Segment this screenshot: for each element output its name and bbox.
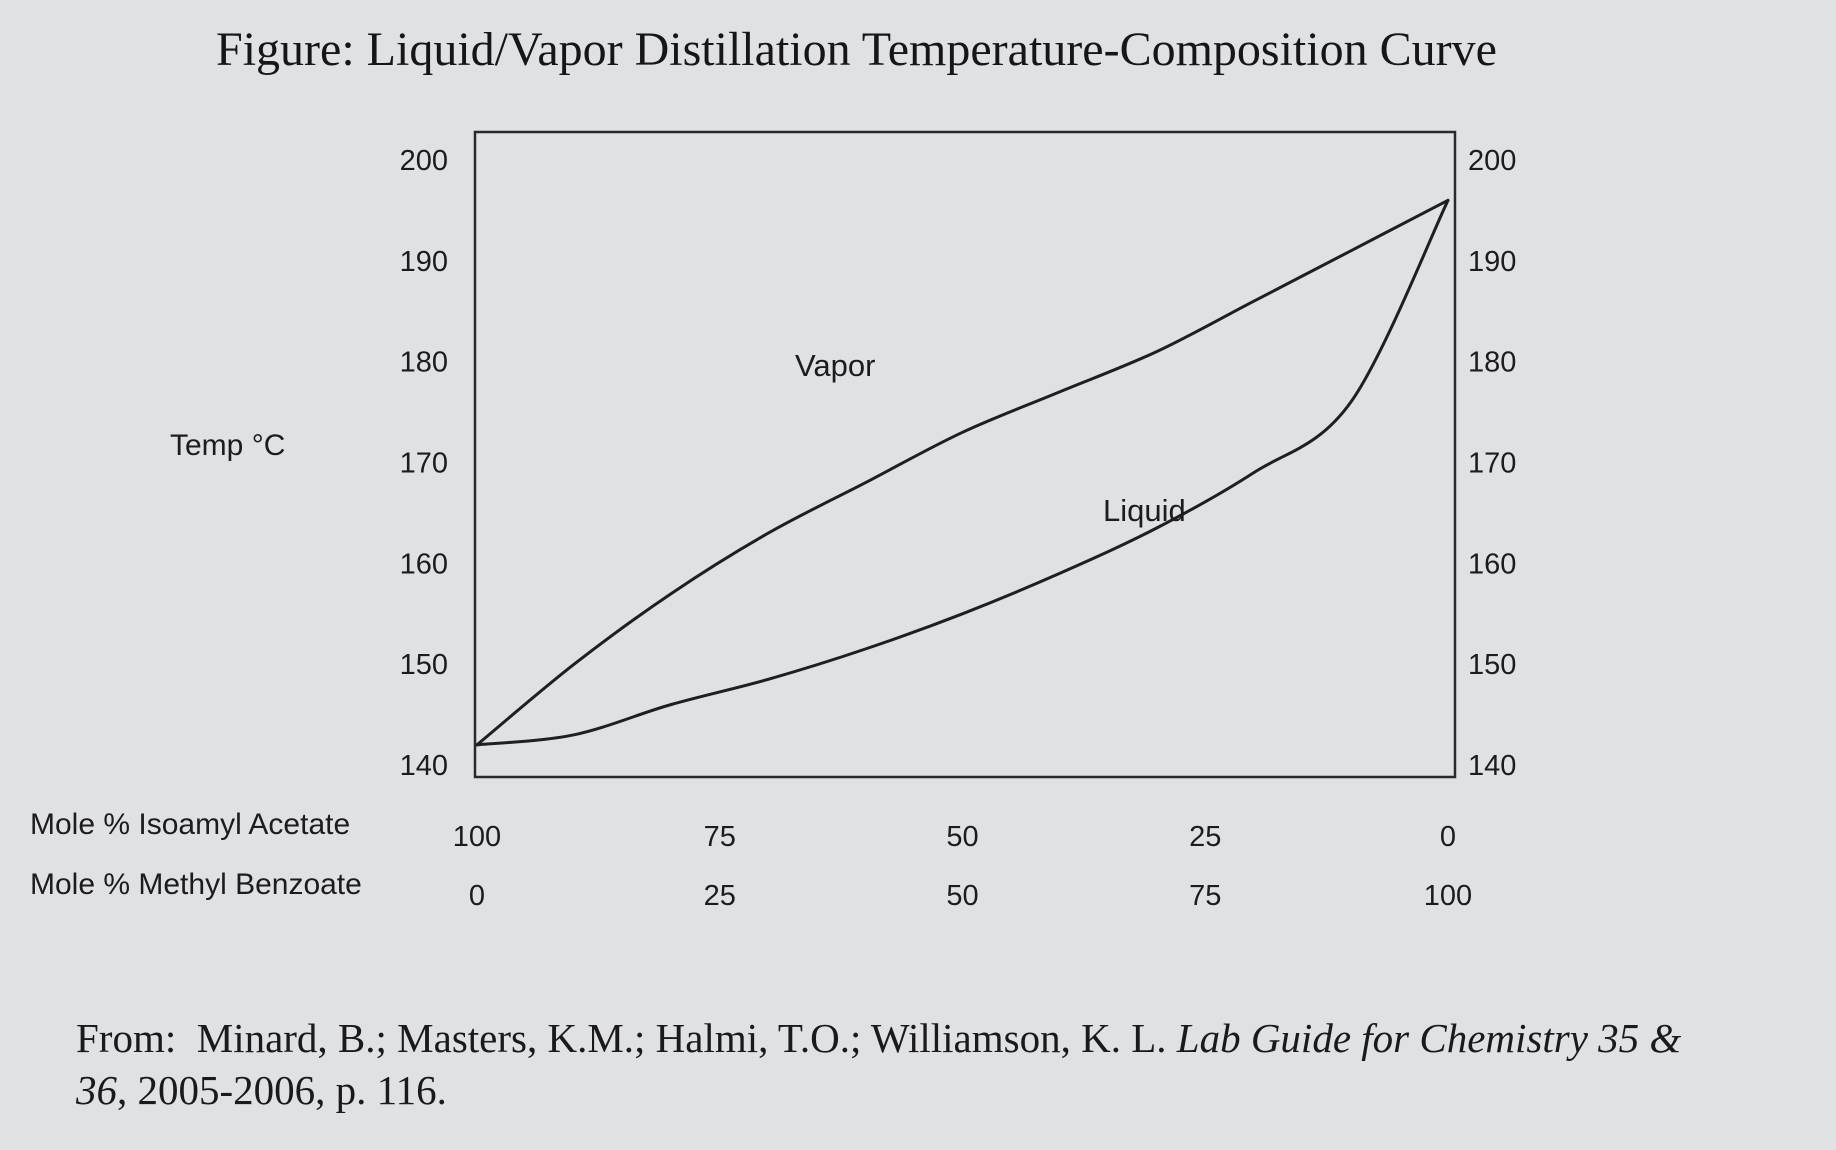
y-tick-label-left: 150: [400, 649, 448, 681]
y-tick-label-right: 150: [1468, 649, 1516, 681]
y-tick-label-left: 170: [400, 448, 448, 480]
y-tick-label-right: 190: [1468, 246, 1516, 278]
curve-vapor: [475, 198, 1450, 747]
liquid-label: Liquid: [1103, 493, 1186, 528]
curve-liquid: [475, 198, 1450, 747]
y-tick-label-left: 160: [400, 548, 448, 580]
x-tick-label-methyl: 75: [1189, 880, 1221, 912]
x-tick-label-methyl: 50: [946, 880, 978, 912]
source-suffix: , 2005-2006, p. 116.: [117, 1067, 447, 1113]
methyl-benzoate-axis: 0 25 50 75 100: [469, 880, 1472, 912]
x-tick-label-isoamyl: 75: [704, 821, 736, 853]
distillation-chart: 200 190 180 170 160 150 140 200 190 180 170 160 150…: [30, 130, 1516, 912]
x-axis-2-label: Mole % Methyl Benzoate: [30, 868, 362, 901]
y-tick-label-left: 190: [400, 246, 448, 278]
y-tick-label-left: 180: [400, 347, 448, 379]
y-tick-label-left: 200: [400, 145, 448, 177]
isoamyl-acetate-axis: 100 75 50 25 0: [453, 821, 1456, 853]
source-title-line2: 36: [76, 1067, 117, 1113]
y-tick-label-right: 160: [1468, 548, 1516, 580]
y-axis-label: Temp °C: [170, 429, 285, 462]
x-tick-label-methyl: 0: [469, 880, 485, 912]
vapor-label: Vapor: [795, 348, 875, 383]
plot-frame: [473, 130, 1457, 779]
source-citation: From: Minard, B.; Masters, K.M.; Halmi, …: [76, 1012, 1816, 1116]
y-tick-label-right: 170: [1468, 448, 1516, 480]
figure-title: Figure: Liquid/Vapor Distillation Temper…: [216, 23, 1497, 76]
x-tick-label-isoamyl: 100: [453, 821, 501, 853]
x-tick-label-isoamyl: 50: [946, 821, 978, 853]
x-axis-1-label: Mole % Isoamyl Acetate: [30, 808, 350, 841]
x-tick-label-methyl: 25: [704, 880, 736, 912]
left-axis-ticks: 200 190 180 170 160 150 140: [400, 145, 448, 782]
x-tick-label-methyl: 100: [1424, 880, 1472, 912]
y-tick-label-right: 180: [1468, 347, 1516, 379]
source-title-line1: Lab Guide for Chemistry 35 &: [1176, 1015, 1682, 1061]
y-tick-label-right: 140: [1468, 750, 1516, 782]
x-tick-label-isoamyl: 25: [1189, 821, 1221, 853]
source-prefix: From: Minard, B.; Masters, K.M.; Halmi, …: [76, 1015, 1177, 1061]
x-tick-label-isoamyl: 0: [1440, 821, 1456, 853]
curves: [475, 198, 1450, 747]
right-axis-ticks: 200 190 180 170 160 150 140: [1468, 145, 1516, 782]
y-tick-label-left: 140: [400, 750, 448, 782]
y-tick-label-right: 200: [1468, 145, 1516, 177]
